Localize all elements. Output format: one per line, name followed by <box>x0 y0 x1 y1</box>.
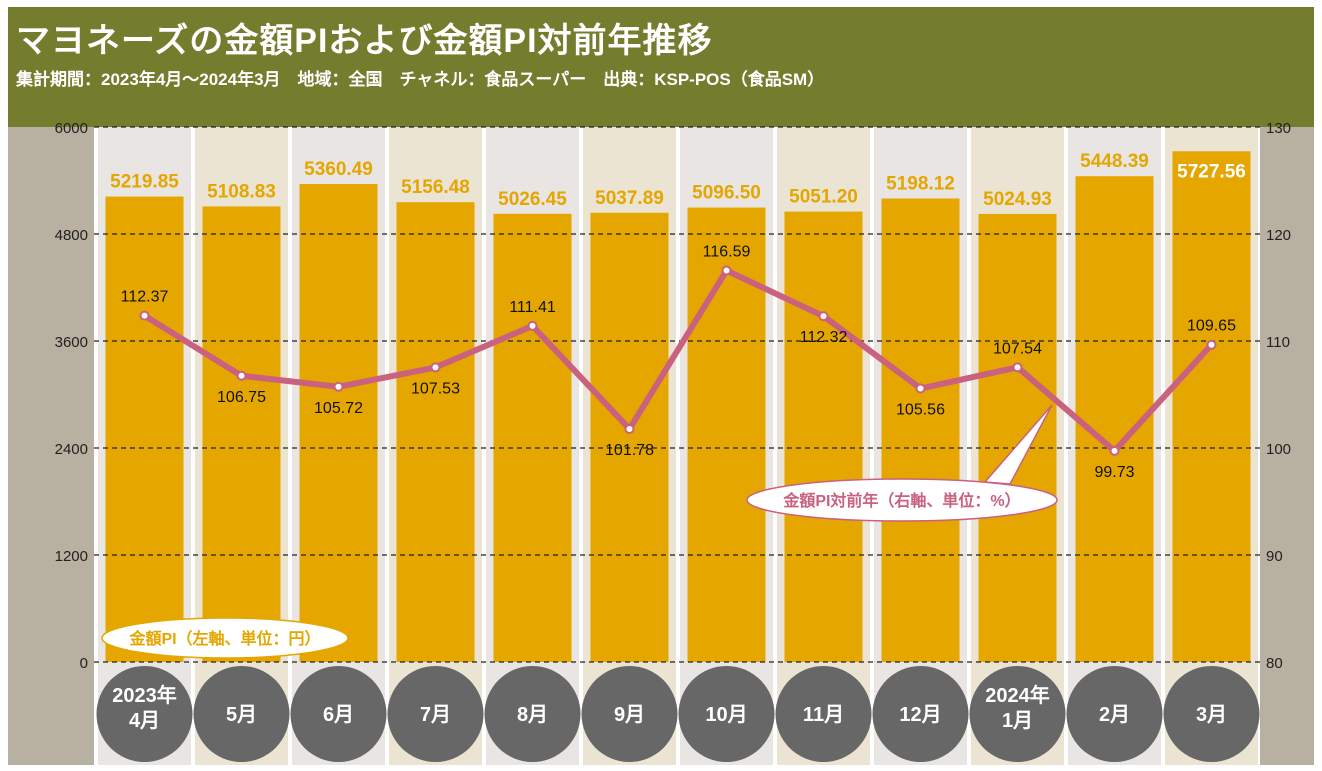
month-circle <box>581 666 678 762</box>
month-circle <box>1163 666 1260 762</box>
month-label: 11月 <box>803 704 844 726</box>
right-axis-tick: 120 <box>1266 227 1291 244</box>
line-point <box>915 383 926 394</box>
line-value-label: 106.75 <box>217 389 266 406</box>
bar-value-label: 5026.45 <box>498 189 567 210</box>
month-label: 7月 <box>420 704 451 726</box>
line-point <box>139 310 150 321</box>
line-legend-bubble <box>746 478 1058 522</box>
bar <box>590 212 669 662</box>
header-band: マヨネーズの金額PIおよび金額PI対前年推移 集計期間：2023年4月～2024… <box>8 7 1314 127</box>
bar <box>493 213 572 662</box>
month-circle <box>1066 666 1163 762</box>
bar <box>396 202 475 662</box>
line-value-label: 101.78 <box>605 442 654 459</box>
line-point <box>527 320 538 331</box>
bar-value-label: 5024.93 <box>983 189 1052 210</box>
line-legend-label: 金額PI対前年（右軸、単位：%） <box>782 491 1020 510</box>
line-point <box>1109 445 1120 456</box>
line-value-label: 109.65 <box>1187 318 1236 335</box>
right-axis-tick: 80 <box>1266 655 1283 672</box>
line-point <box>818 311 829 322</box>
right-axis-tick: 90 <box>1266 548 1283 565</box>
month-label: 2月 <box>1099 704 1130 726</box>
bar-value-label: 5448.39 <box>1080 151 1149 172</box>
line-value-label: 107.54 <box>993 340 1042 357</box>
month-circle <box>290 666 387 762</box>
left-axis-tick: 0 <box>80 655 88 672</box>
month-circle <box>678 666 775 762</box>
right-axis-panel <box>1260 127 1314 765</box>
month-label: 5月 <box>226 704 257 726</box>
right-axis-tick: 110 <box>1266 334 1290 351</box>
month-label: 12月 <box>899 704 941 726</box>
bar-value-label: 5727.56 <box>1177 161 1246 182</box>
line-point <box>333 381 344 392</box>
bar-value-label: 5198.12 <box>886 174 955 195</box>
line-point <box>624 423 635 434</box>
bar-value-label: 5108.83 <box>207 181 276 202</box>
month-label: 2023年 <box>112 683 177 707</box>
month-label: 3月 <box>1196 704 1227 726</box>
left-axis-tick: 4800 <box>55 227 88 244</box>
line-value-label: 111.41 <box>509 299 556 316</box>
month-circle <box>872 666 969 762</box>
bar <box>105 196 184 663</box>
right-axis-tick: 130 <box>1266 120 1291 137</box>
line-value-label: 112.32 <box>800 329 848 346</box>
bar-value-label: 5051.20 <box>789 187 858 208</box>
bar-value-label: 5360.49 <box>304 159 373 180</box>
bar <box>784 211 863 663</box>
line-point <box>721 265 732 276</box>
line-point <box>1012 362 1023 373</box>
left-axis-tick: 3600 <box>55 334 88 351</box>
line-value-label: 105.72 <box>314 400 363 417</box>
month-label: 4月 <box>129 710 160 732</box>
month-circle <box>775 666 872 762</box>
left-axis-tick: 6000 <box>55 120 88 137</box>
line-value-label: 116.59 <box>703 243 751 260</box>
line-value-label: 99.73 <box>1094 464 1134 481</box>
month-circle <box>193 666 290 762</box>
month-label: 10月 <box>705 704 747 726</box>
bar <box>881 198 960 662</box>
left-axis-tick: 1200 <box>55 548 88 565</box>
month-circle <box>387 666 484 762</box>
bar <box>202 206 281 663</box>
month-circle <box>484 666 581 762</box>
left-axis-panel <box>8 127 94 765</box>
bar-legend-label: 金額PI（左軸、単位：円） <box>128 629 320 648</box>
month-label: 1月 <box>1002 710 1033 732</box>
month-label: 8月 <box>517 704 548 726</box>
month-label: 9月 <box>614 704 645 726</box>
bar-value-label: 5219.85 <box>110 172 179 193</box>
month-label: 2024年 <box>985 683 1050 707</box>
bar <box>978 213 1057 663</box>
left-axis-tick: 2400 <box>55 441 88 458</box>
line-value-label: 112.37 <box>121 289 169 306</box>
line-point <box>430 362 441 373</box>
month-circle <box>969 666 1066 762</box>
bar-value-label: 5037.89 <box>595 188 664 209</box>
line-value-label: 105.56 <box>896 402 945 419</box>
right-axis-tick: 100 <box>1266 441 1291 458</box>
chart-title: マヨネーズの金額PIおよび金額PI対前年推移 <box>16 22 713 60</box>
month-label: 6月 <box>323 704 354 726</box>
line-point <box>236 370 247 381</box>
bar <box>1172 151 1251 662</box>
bar <box>299 184 378 662</box>
bar-value-label: 5156.48 <box>401 177 470 198</box>
line-value-label: 107.53 <box>411 380 460 397</box>
line-point <box>1206 339 1217 350</box>
bar-legend-bubble <box>101 617 349 659</box>
chart-subtitle: 集計期間：2023年4月～2024年3月 地域：全国 チャネル：食品スーパー 出… <box>16 70 825 89</box>
line-series <box>142 267 1214 454</box>
bar-value-label: 5096.50 <box>692 183 761 204</box>
month-circle <box>96 666 193 762</box>
